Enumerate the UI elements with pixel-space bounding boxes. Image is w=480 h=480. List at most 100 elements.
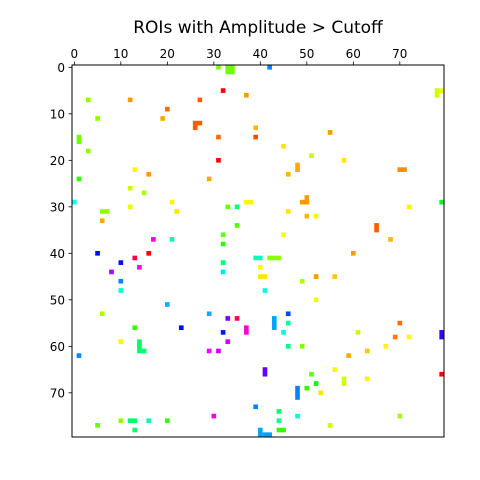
roi-cell xyxy=(216,65,221,70)
roi-cell xyxy=(165,106,170,112)
roi-cell xyxy=(225,204,231,210)
roi-cell xyxy=(234,223,240,228)
roi-cell xyxy=(439,330,444,340)
roi-cells xyxy=(72,65,444,437)
roi-cell xyxy=(206,348,212,354)
roi-cell xyxy=(220,269,226,275)
roi-cell xyxy=(95,251,100,256)
roi-cell xyxy=(220,260,226,265)
roi-cell xyxy=(109,269,114,275)
roi-cell xyxy=(72,199,77,205)
roi-cell xyxy=(118,339,124,344)
roi-cell xyxy=(220,330,226,335)
roi-cell xyxy=(313,297,319,303)
y-tick-label: 70 xyxy=(50,386,65,400)
x-tick-label: 0 xyxy=(71,47,79,61)
roi-cell xyxy=(165,418,170,424)
roi-cell xyxy=(281,330,286,335)
roi-cell xyxy=(216,134,221,140)
roi-cell xyxy=(313,381,319,386)
roi-cell xyxy=(220,241,226,247)
roi-cell xyxy=(439,371,444,377)
roi-cell xyxy=(146,418,152,424)
roi-cell xyxy=(397,413,403,419)
roi-cell xyxy=(244,325,249,335)
roi-cell xyxy=(146,251,152,256)
roi-cell xyxy=(127,204,133,210)
roi-cell xyxy=(267,255,282,261)
plot-area xyxy=(72,65,444,437)
roi-cell xyxy=(99,209,110,214)
roi-cell xyxy=(225,339,231,344)
roi-cell xyxy=(332,367,338,372)
roi-cell xyxy=(225,316,231,321)
roi-cell xyxy=(197,97,203,103)
roi-cell xyxy=(374,223,379,233)
roi-cell xyxy=(99,218,105,224)
roi-cell xyxy=(346,353,351,358)
roi-cell xyxy=(216,348,221,354)
roi-cell xyxy=(281,232,286,238)
y-tick-label: 50 xyxy=(50,293,65,307)
chart-title: ROIs with Amplitude > Cutoff xyxy=(133,18,384,38)
plot-frame xyxy=(71,64,445,438)
roi-cell xyxy=(295,385,300,400)
x-tick-label: 30 xyxy=(206,47,221,61)
roi-cell xyxy=(244,92,249,98)
roi-cell xyxy=(85,97,91,103)
roi-cell xyxy=(220,232,226,238)
roi-cell xyxy=(165,302,170,307)
roi-cell xyxy=(276,427,286,433)
roi-cell xyxy=(85,148,91,154)
roi-cell xyxy=(211,413,217,419)
roi-cell xyxy=(276,418,282,424)
roi-cell xyxy=(327,423,333,428)
roi-cell xyxy=(132,167,138,172)
y-tick-label: 10 xyxy=(50,107,65,121)
roi-cell xyxy=(258,427,263,437)
roi-cell xyxy=(127,97,133,103)
x-axis-ticks: 0 10 20 30 40 50 60 70 xyxy=(71,47,407,65)
roi-cell xyxy=(327,130,333,135)
roi-cell xyxy=(388,237,393,242)
roi-cell xyxy=(341,158,347,163)
roi-cell xyxy=(295,413,300,419)
roi-cell xyxy=(313,213,319,219)
roi-cell xyxy=(285,171,291,177)
roi-cell xyxy=(397,320,403,326)
roi-cell xyxy=(318,390,324,396)
roi-cell xyxy=(76,134,82,145)
y-tick-label: 0 xyxy=(57,61,65,75)
roi-cell xyxy=(169,199,175,205)
roi-cell xyxy=(169,237,175,242)
roi-cell xyxy=(146,171,152,177)
roi-cell xyxy=(276,409,282,414)
roi-cell xyxy=(304,385,310,391)
roi-cell xyxy=(262,288,268,293)
roi-cell xyxy=(285,344,291,349)
roi-cell xyxy=(253,404,258,410)
x-tick-label: 10 xyxy=(113,47,128,61)
roi-cell xyxy=(397,167,407,172)
roi-cell xyxy=(383,344,389,349)
roi-cell xyxy=(178,325,184,331)
roi-cell xyxy=(295,162,300,172)
roi-cell xyxy=(132,255,138,261)
roi-cell xyxy=(355,330,361,335)
roi-cell xyxy=(434,88,440,98)
roi-cell xyxy=(392,334,398,340)
roi-cell xyxy=(271,316,277,331)
roi-cell xyxy=(127,185,133,191)
roi-cell xyxy=(285,311,291,317)
roi-cell xyxy=(304,195,310,205)
roi-cell xyxy=(132,427,138,433)
roi-cell xyxy=(304,213,310,219)
x-tick-label: 20 xyxy=(160,47,175,61)
roi-cell xyxy=(313,274,319,279)
roi-cell xyxy=(253,125,258,131)
roi-cell xyxy=(132,325,138,331)
roi-cell xyxy=(137,339,142,354)
roi-cell xyxy=(285,209,291,214)
roi-cell xyxy=(281,144,286,149)
y-tick-label: 60 xyxy=(50,340,65,354)
